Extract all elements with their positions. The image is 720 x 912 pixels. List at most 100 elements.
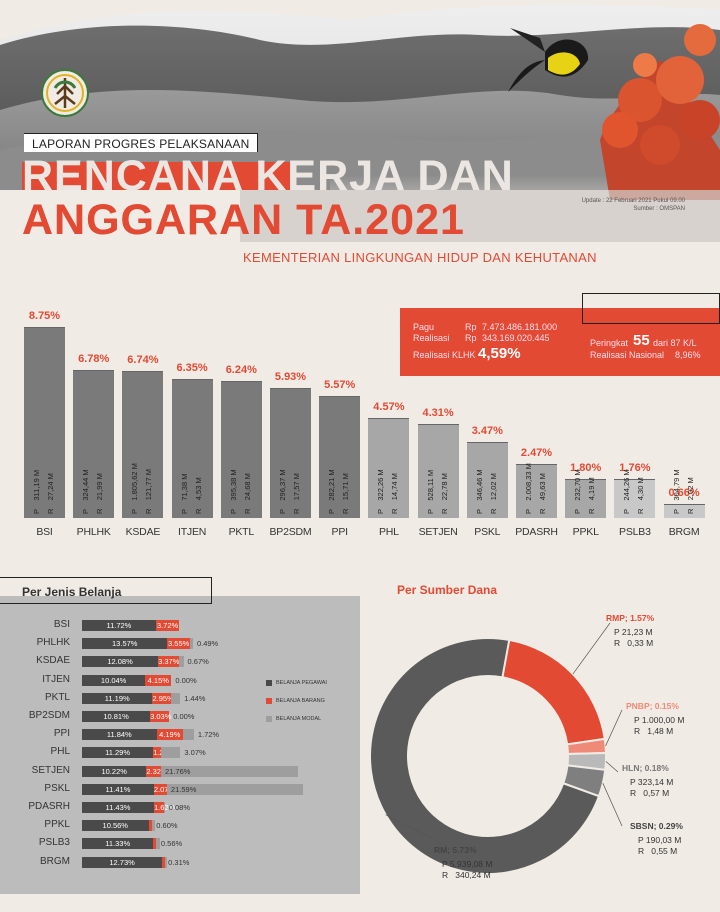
- realisasi-label: Realisasi: [413, 333, 450, 343]
- segment-label: 3.03%: [150, 712, 172, 721]
- donut-leader-line: [605, 761, 619, 773]
- segment-modal-label: 1.44%: [184, 693, 206, 703]
- bar-phl: [368, 417, 410, 518]
- bar-category-label: PSKL: [474, 526, 501, 538]
- segment-belanja-pegawai: 10.81%: [82, 711, 151, 722]
- segment-modal-label: 0.08%: [168, 803, 190, 812]
- pagu-letter: P: [376, 508, 386, 514]
- segment-belanja-modal: [182, 729, 194, 741]
- summary-panel: Pagu Rp 7.473.486.181.000 Realisasi Rp 3…: [400, 308, 720, 376]
- segment-belanja-modal: [164, 802, 165, 813]
- row-category-label: PSKL: [44, 782, 70, 794]
- pagu-spacer: [475, 501, 484, 509]
- realisasi-value: 24,68 M: [242, 473, 252, 501]
- pagu-value: 322,26 M: [376, 469, 386, 501]
- pagu-spacer: [327, 501, 336, 509]
- segment-belanja-pegawai: 11.72%: [82, 620, 156, 631]
- bar-pagu-text: P 322,26 M: [376, 469, 385, 514]
- realisasi-currency: Rp: [465, 333, 477, 343]
- bar-value-label: 4.57%: [373, 400, 405, 413]
- p-letter: P: [630, 777, 636, 787]
- segment-belanja-pegawai: 12.73%: [82, 856, 163, 868]
- realisasi-spacer: [587, 500, 596, 508]
- segment-label: 10.04%: [100, 675, 127, 685]
- pagu-value: 304,79 M: [671, 469, 681, 501]
- r-value: 0,57 M: [643, 788, 670, 798]
- bar-pagu-text: P 244,26 M: [622, 469, 631, 514]
- bar-realisasi-text: R 22,78 M: [440, 473, 449, 514]
- segment-modal-label: 0.31%: [168, 857, 190, 867]
- segment-belanja-barang: 3.72%: [155, 620, 180, 631]
- realisasi-letter: R: [95, 508, 105, 514]
- bar-category-label: BSI: [36, 526, 53, 538]
- segment-belanja-barang: 2.07%: [153, 783, 175, 795]
- pagu-value: 528,11 M: [425, 469, 435, 501]
- sumber-dana-donut-chart: [369, 622, 623, 875]
- segment-belanja-modal: [151, 820, 156, 832]
- pagu-value: 71,38 M: [179, 473, 189, 501]
- realisasi-letter: R: [46, 508, 55, 514]
- pagu-letter: P: [228, 508, 238, 514]
- realisasi-letter: R: [636, 508, 646, 514]
- segment-modal-label: 0.67%: [187, 657, 209, 667]
- segment-label: 2.95%: [152, 693, 174, 703]
- row-category-label: BRGM: [40, 855, 70, 867]
- segment-modal-label: 0.60%: [156, 821, 178, 831]
- p-letter: P: [442, 859, 448, 869]
- pagu-spacer: [32, 501, 41, 509]
- r-value: 1,48 M: [647, 726, 674, 736]
- p-letter: P: [638, 835, 644, 845]
- bar-bsi: [24, 326, 65, 518]
- legend-label: BELANJA PEGAWAI: [276, 680, 327, 686]
- pagu-letter: P: [524, 508, 533, 514]
- bar-brgm: [663, 503, 705, 518]
- pagu-label: Pagu: [413, 322, 435, 332]
- realisasi-spacer: [194, 500, 203, 508]
- r-value: 0,33 M: [627, 638, 654, 648]
- donut-slice-label: RM; 5.73%: [434, 845, 477, 855]
- bar-value-label: 1.80%: [570, 461, 602, 474]
- segment-label: 10.22%: [101, 766, 127, 776]
- realisasi-letter: R: [488, 508, 498, 514]
- row-category-label: ITJEN: [42, 673, 70, 685]
- donut-slice-rm: [369, 637, 601, 875]
- bar-pagu-text: P 395,38 M: [229, 469, 238, 514]
- segment-modal-label: 21.59%: [170, 784, 197, 794]
- bar-category-label: BP2SDM: [269, 526, 312, 538]
- segment-belanja-modal: [161, 747, 181, 759]
- segment-belanja-barang: 2.32%: [146, 765, 168, 777]
- pagu-letter: P: [81, 508, 91, 514]
- donut-leader-line: [385, 814, 451, 849]
- donut-pagu-value: P 190,03 M: [638, 835, 681, 845]
- realisasi-value: 21,99 M: [95, 473, 105, 501]
- bar-realisasi-text: R 24,68 M: [243, 473, 252, 514]
- segment-belanja-pegawai: 10.04%: [82, 674, 146, 686]
- realisasi-value: 27,24 M: [46, 473, 55, 501]
- realisasi-letter: R: [587, 508, 597, 514]
- bar-category-label: KSDAE: [125, 526, 161, 538]
- segment-belanja-pegawai: 12.08%: [82, 656, 159, 668]
- bar-realisasi-text: R 27,24 M: [46, 473, 55, 514]
- bar-pagu-text: P 346,46 M: [475, 469, 484, 514]
- segment-belanja-pegawai: 10.22%: [82, 765, 147, 777]
- bar-category-label: BRGM: [668, 526, 700, 538]
- segment-label: 2.07%: [153, 784, 176, 794]
- pagu-value: 7.473.486.181.000: [482, 322, 558, 332]
- realisasi-value: 49,63 M: [538, 473, 547, 501]
- donut-pagu-value: P 323,14 M: [630, 777, 673, 787]
- bar-pagu-text: P 311,19 M: [32, 470, 41, 514]
- p-value: 190,03 M: [645, 835, 682, 845]
- segment-modal-label: 3.07%: [184, 748, 206, 758]
- bar-realisasi-text: R 49,63 M: [538, 473, 547, 514]
- bar-pskl: [466, 442, 508, 518]
- row-category-label: BSI: [53, 619, 70, 630]
- jenis-belanja-title: Per Jenis Belanja: [22, 585, 122, 599]
- realisasi-letter: R: [538, 508, 547, 514]
- row-category-label: PSLB3: [38, 837, 70, 849]
- bar-ppkl: [565, 478, 607, 518]
- pagu-value: 244,26 M: [622, 469, 632, 501]
- donut-realisasi-value: R 0,33 M: [614, 638, 653, 648]
- realisasi-spacer: [489, 500, 498, 508]
- bar-value-label: 6.74%: [127, 353, 159, 366]
- segment-belanja-barang: [162, 856, 166, 868]
